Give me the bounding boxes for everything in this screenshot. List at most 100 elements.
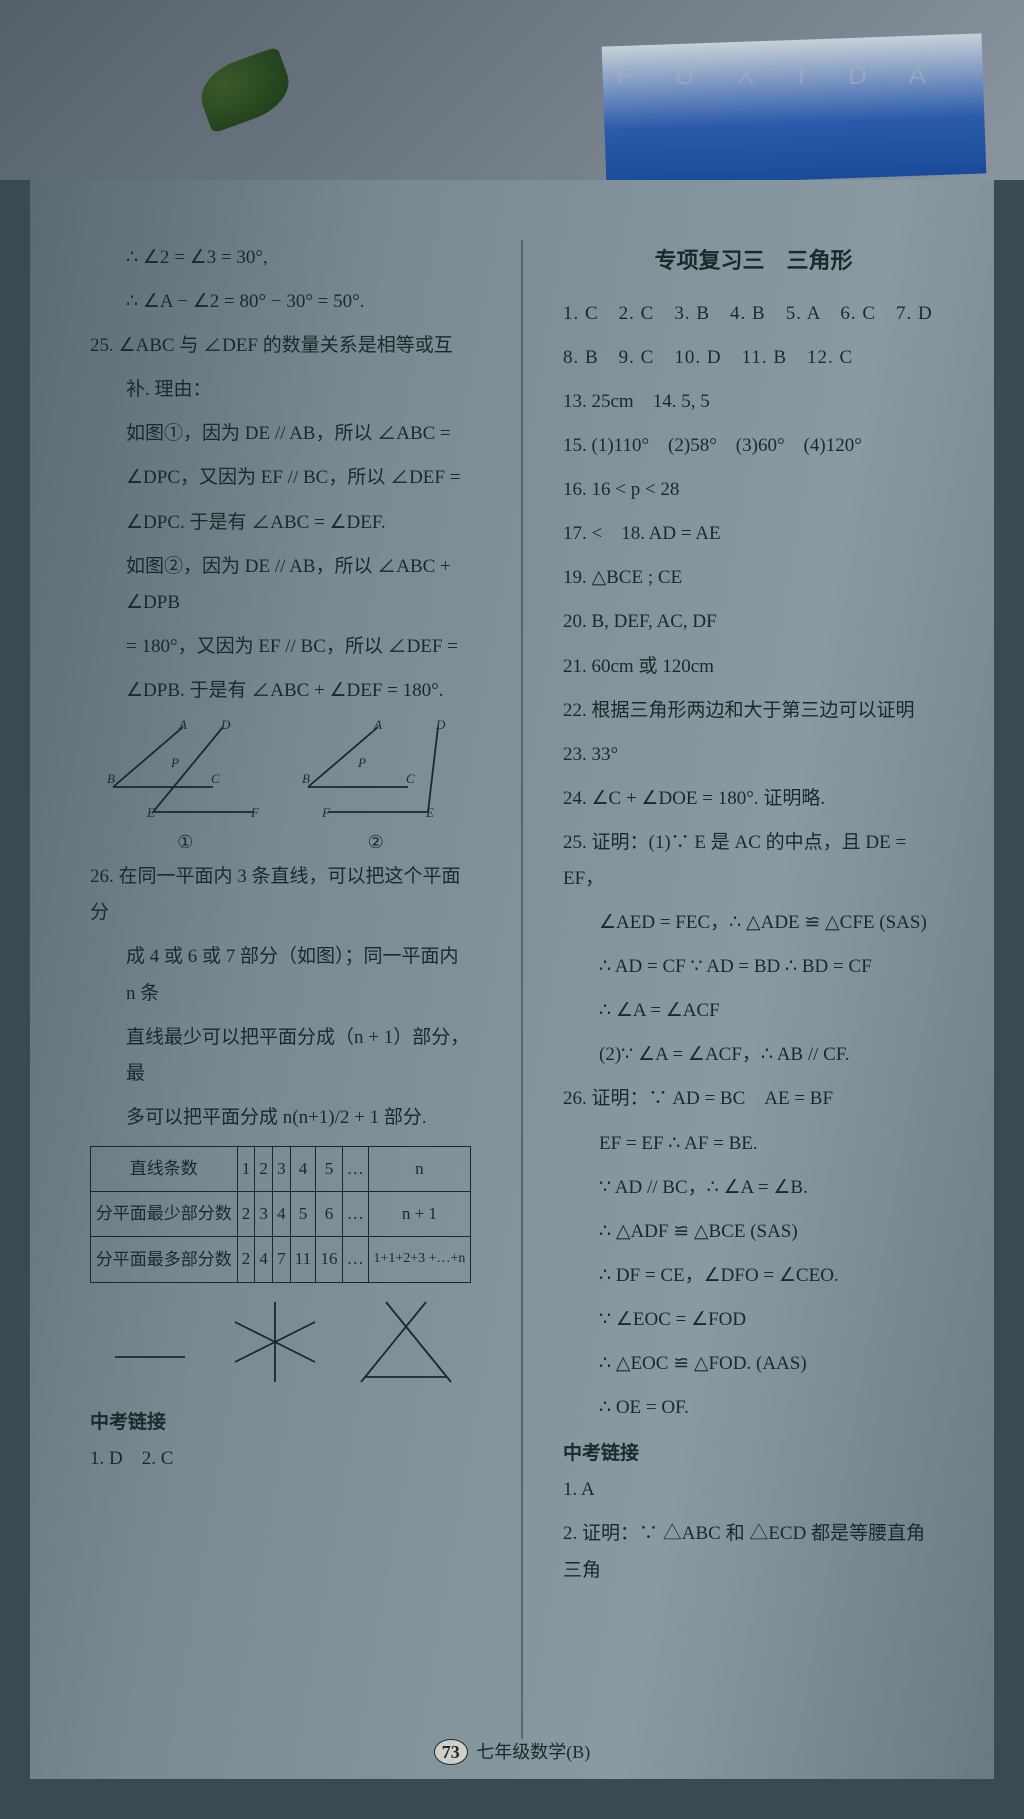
q25-l7: ∠DPB. 于是有 ∠ABC + ∠DEF = 180°. bbox=[90, 673, 471, 709]
svg-text:D: D bbox=[220, 717, 231, 732]
diagram-1line bbox=[105, 1297, 195, 1377]
pre-line-2: ∴ ∠A − ∠2 = 80° − 30° = 50°. bbox=[90, 284, 471, 320]
r26-l2: EF = EF ∴ AF = BE. bbox=[563, 1126, 944, 1162]
diagram-star bbox=[225, 1297, 325, 1387]
q25-l2: 如图①，因为 DE // AB，所以 ∠ABC = bbox=[90, 416, 471, 452]
figure-1: A D B C E F P bbox=[93, 717, 273, 817]
table-min-row: 分平面最少部分数 2 3 4 5 6 … n + 1 bbox=[91, 1192, 471, 1237]
zhongkao-left-answers: 1. D 2. C bbox=[90, 1441, 471, 1477]
th-6: … bbox=[342, 1146, 368, 1191]
textbook-page: ∴ ∠2 = ∠3 = 30°, ∴ ∠A − ∠2 = 80° − 30° =… bbox=[30, 180, 994, 1779]
r26-l6: ∵ ∠EOC = ∠FOD bbox=[563, 1302, 944, 1338]
figure-captions: ① ② bbox=[90, 825, 471, 859]
ans-16: 16. 16 < p < 28 bbox=[563, 472, 944, 508]
page-footer: 73 七年级数学(B) bbox=[30, 1735, 994, 1769]
max-label: 分平面最多部分数 bbox=[91, 1237, 238, 1282]
page-number-badge: 73 bbox=[434, 1739, 468, 1765]
min-6: … bbox=[342, 1192, 368, 1237]
q25-l6: = 180°，又因为 EF // BC，所以 ∠DEF = bbox=[90, 629, 471, 665]
min-1: 2 bbox=[237, 1192, 255, 1237]
max-2: 4 bbox=[255, 1237, 273, 1282]
svg-text:C: C bbox=[211, 771, 220, 786]
max-5: 16 bbox=[316, 1237, 342, 1282]
r26-l3: ∵ AD // BC，∴ ∠A = ∠B. bbox=[563, 1170, 944, 1206]
r26-l4: ∴ △ADF ≌ △BCE (SAS) bbox=[563, 1214, 944, 1250]
ans-13-14: 13. 25cm 14. 5, 5 bbox=[563, 384, 944, 420]
min-4: 5 bbox=[290, 1192, 316, 1237]
line-diagrams bbox=[90, 1297, 471, 1387]
r26-l8: ∴ OE = OF. bbox=[563, 1390, 944, 1426]
min-3: 4 bbox=[272, 1192, 290, 1237]
footer-label: 七年级数学(B) bbox=[476, 1742, 590, 1762]
ans-21: 21. 60cm 或 120cm bbox=[563, 649, 944, 685]
th-3: 3 bbox=[272, 1146, 290, 1191]
r26-l5: ∴ DF = CE，∠DFO = ∠CEO. bbox=[563, 1258, 944, 1294]
q26-head: 26. 在同一平面内 3 条直线，可以把这个平面分 bbox=[90, 859, 471, 931]
blue-book-corner bbox=[602, 33, 987, 186]
pre-line-1: ∴ ∠2 = ∠3 = 30°, bbox=[90, 240, 471, 276]
max-n: 1+1+2+3 +…+n bbox=[368, 1237, 470, 1282]
svg-text:A: A bbox=[178, 717, 187, 732]
svg-text:B: B bbox=[302, 771, 310, 786]
svg-text:F: F bbox=[250, 805, 260, 817]
mc-row-1: 1. C 2. C 3. B 4. B 5. A 6. C 7. D bbox=[563, 296, 944, 332]
right-column: 专项复习三 三角形 1. C 2. C 3. B 4. B 5. A 6. C … bbox=[553, 240, 944, 1739]
svg-text:E: E bbox=[146, 805, 155, 817]
r25-l1: 25. 证明：(1)∵ E 是 AC 的中点，且 DE = EF， bbox=[563, 825, 944, 897]
q25-l4: ∠DPC. 于是有 ∠ABC = ∠DEF. bbox=[90, 505, 471, 541]
r26-l7: ∴ △EOC ≌ △FOD. (AAS) bbox=[563, 1346, 944, 1382]
fig-label-1: ① bbox=[177, 825, 193, 859]
q25-head: 25. ∠ABC 与 ∠DEF 的数量关系是相等或互 bbox=[90, 328, 471, 364]
r25-l2: ∠AED = FEC，∴ △ADE ≌ △CFE (SAS) bbox=[563, 905, 944, 941]
r25-l3: ∴ AD = CF ∵ AD = BD ∴ BD = CF bbox=[563, 949, 944, 985]
ans-22: 22. 根据三角形两边和大于第三边可以证明 bbox=[563, 693, 944, 729]
svg-text:F: F bbox=[321, 805, 331, 817]
max-6: … bbox=[342, 1237, 368, 1282]
diagram-triangle bbox=[356, 1297, 456, 1387]
q25-l5: 如图②，因为 DE // AB，所以 ∠ABC + ∠DPB bbox=[90, 549, 471, 621]
ans-17-18: 17. < 18. AD = AE bbox=[563, 516, 944, 552]
max-3: 7 bbox=[272, 1237, 290, 1282]
mc-row-2: 8. B 9. C 10. D 11. B 12. C bbox=[563, 340, 944, 376]
watermark-text: F U X I D A bbox=[616, 60, 944, 91]
min-2: 3 bbox=[255, 1192, 273, 1237]
q25-l1: 补. 理由： bbox=[90, 372, 471, 408]
ans-19: 19. △BCE ; CE bbox=[563, 560, 944, 596]
svg-text:E: E bbox=[425, 805, 434, 817]
q26-l1: 成 4 或 6 或 7 部分（如图）；同一平面内 n 条 bbox=[90, 939, 471, 1011]
q26-l2: 直线最少可以把平面分成（n + 1）部分，最 bbox=[90, 1020, 471, 1092]
svg-text:P: P bbox=[170, 755, 179, 770]
zk-right-1: 1. A bbox=[563, 1472, 944, 1508]
th-2: 2 bbox=[255, 1146, 273, 1191]
th-1: 1 bbox=[237, 1146, 255, 1191]
left-column: ∴ ∠2 = ∠3 = 30°, ∴ ∠A − ∠2 = 80° − 30° =… bbox=[90, 240, 491, 1739]
th-7: n bbox=[368, 1146, 470, 1191]
section-title: 专项复习三 三角形 bbox=[563, 240, 944, 282]
svg-text:A: A bbox=[373, 717, 382, 732]
r25-l5: (2)∵ ∠A = ∠ACF，∴ AB // CF. bbox=[563, 1037, 944, 1073]
r26-l1: 26. 证明：∵ AD = BC AE = BF bbox=[563, 1081, 944, 1117]
figure-2: A D B C F E P bbox=[288, 717, 468, 817]
ans-20: 20. B, DEF, AC, DF bbox=[563, 604, 944, 640]
zhongkao-left-heading: 中考链接 bbox=[90, 1405, 471, 1441]
table-max-row: 分平面最多部分数 2 4 7 11 16 … 1+1+2+3 +…+n bbox=[91, 1237, 471, 1282]
q26-l3: 多可以把平面分成 n(n+1)/2 + 1 部分. bbox=[90, 1100, 471, 1136]
zhongkao-right-heading: 中考链接 bbox=[563, 1436, 944, 1472]
fig-label-2: ② bbox=[368, 825, 384, 859]
svg-text:P: P bbox=[357, 755, 366, 770]
min-5: 6 bbox=[316, 1192, 342, 1237]
zk-right-2: 2. 证明：∵ △ABC 和 △ECD 都是等腰直角三角 bbox=[563, 1516, 944, 1588]
th-0: 直线条数 bbox=[91, 1146, 238, 1191]
svg-text:B: B bbox=[107, 771, 115, 786]
th-4: 4 bbox=[290, 1146, 316, 1191]
svg-text:D: D bbox=[435, 717, 446, 732]
table-header-row: 直线条数 1 2 3 4 5 … n bbox=[91, 1146, 471, 1191]
th-5: 5 bbox=[316, 1146, 342, 1191]
ans-24: 24. ∠C + ∠DOE = 180°. 证明略. bbox=[563, 781, 944, 817]
column-divider bbox=[521, 240, 523, 1739]
ans-15: 15. (1)110° (2)58° (3)60° (4)120° bbox=[563, 428, 944, 464]
max-1: 2 bbox=[237, 1237, 255, 1282]
svg-text:C: C bbox=[406, 771, 415, 786]
ans-23: 23. 33° bbox=[563, 737, 944, 773]
figure-row: A D B C E F P A D B C F E P bbox=[90, 717, 471, 817]
